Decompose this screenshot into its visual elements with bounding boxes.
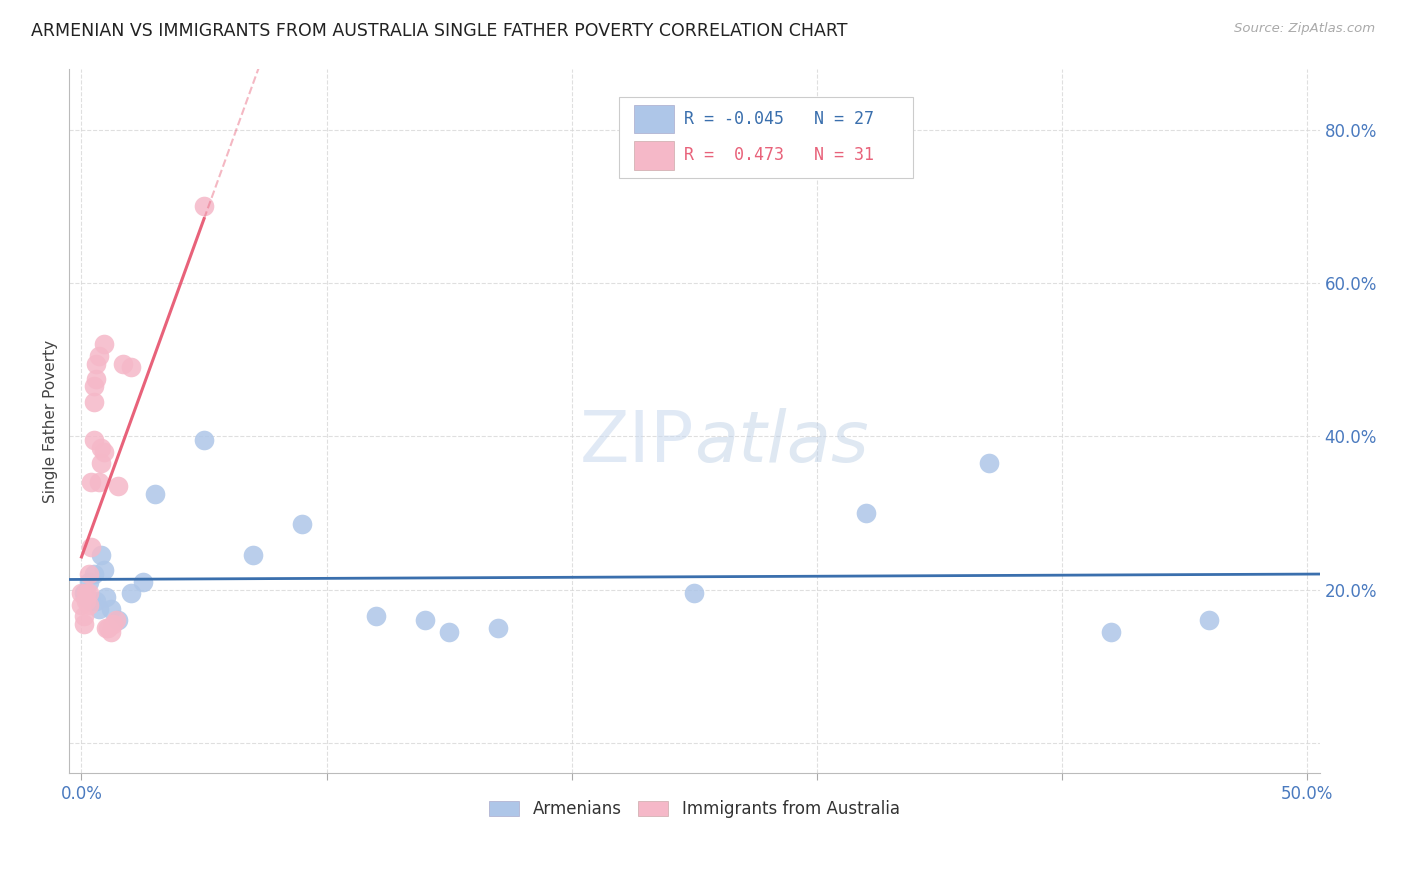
Point — [242, 548, 264, 562]
Text: ARMENIAN VS IMMIGRANTS FROM AUSTRALIA SINGLE FATHER POVERTY CORRELATION CHART: ARMENIAN VS IMMIGRANTS FROM AUSTRALIA SI… — [31, 22, 848, 40]
Point — [193, 433, 215, 447]
Point — [75, 591, 97, 605]
Y-axis label: Single Father Poverty: Single Father Poverty — [44, 340, 58, 502]
Point — [90, 548, 112, 562]
Point — [120, 360, 142, 375]
Point — [1099, 624, 1122, 639]
Point — [77, 574, 100, 589]
Point — [87, 349, 110, 363]
Point — [93, 563, 115, 577]
Point — [132, 574, 155, 589]
Point — [77, 567, 100, 582]
Point — [83, 394, 105, 409]
Point — [93, 444, 115, 458]
Point — [977, 456, 1000, 470]
Point — [100, 624, 122, 639]
Point — [439, 624, 461, 639]
Point — [84, 372, 107, 386]
Point — [80, 475, 103, 490]
Point — [291, 517, 314, 532]
Point — [683, 586, 706, 600]
Point — [1198, 613, 1220, 627]
Point — [107, 613, 129, 627]
Point — [87, 601, 110, 615]
Point — [112, 357, 135, 371]
Point — [90, 441, 112, 455]
Point — [77, 598, 100, 612]
Point — [413, 613, 436, 627]
Point — [75, 586, 97, 600]
FancyBboxPatch shape — [634, 141, 675, 169]
Text: ZIP: ZIP — [579, 408, 695, 476]
Point — [83, 379, 105, 393]
Point — [104, 613, 127, 627]
Point — [107, 479, 129, 493]
FancyBboxPatch shape — [620, 96, 914, 178]
Text: atlas: atlas — [695, 408, 869, 476]
Point — [73, 617, 96, 632]
FancyBboxPatch shape — [634, 105, 675, 133]
Point — [75, 594, 97, 608]
Point — [84, 594, 107, 608]
Point — [84, 357, 107, 371]
Point — [83, 567, 105, 582]
Point — [77, 586, 100, 600]
Point — [94, 621, 117, 635]
Point — [120, 586, 142, 600]
Point — [143, 487, 166, 501]
Point — [80, 594, 103, 608]
Point — [103, 617, 125, 632]
Point — [364, 609, 387, 624]
Point — [80, 541, 103, 555]
Point — [70, 586, 93, 600]
Point — [97, 621, 120, 635]
Point — [855, 506, 877, 520]
Point — [73, 609, 96, 624]
Point — [83, 433, 105, 447]
Point — [100, 601, 122, 615]
Legend: Armenians, Immigrants from Australia: Armenians, Immigrants from Australia — [482, 794, 907, 825]
Point — [193, 199, 215, 213]
Text: R =  0.473   N = 31: R = 0.473 N = 31 — [685, 146, 875, 164]
Point — [70, 598, 93, 612]
Point — [90, 456, 112, 470]
Text: Source: ZipAtlas.com: Source: ZipAtlas.com — [1234, 22, 1375, 36]
Point — [94, 591, 117, 605]
Point — [93, 337, 115, 351]
Point — [87, 475, 110, 490]
Point — [486, 621, 509, 635]
Text: R = -0.045   N = 27: R = -0.045 N = 27 — [685, 110, 875, 128]
Point — [73, 586, 96, 600]
